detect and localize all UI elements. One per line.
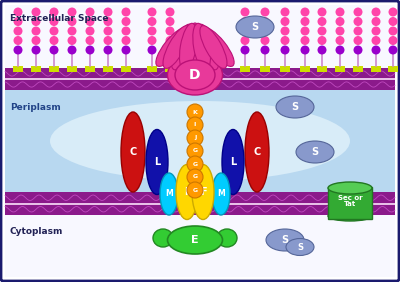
Bar [165, 66, 175, 72]
Text: Sec or
Tat: Sec or Tat [338, 195, 362, 208]
Circle shape [166, 8, 174, 17]
Circle shape [187, 104, 203, 120]
Ellipse shape [192, 164, 214, 219]
Ellipse shape [160, 173, 178, 215]
Circle shape [280, 27, 290, 36]
Ellipse shape [276, 96, 314, 118]
Ellipse shape [168, 55, 222, 95]
Bar [5, 78, 395, 80]
Circle shape [354, 17, 362, 26]
Text: I: I [194, 122, 196, 127]
Circle shape [300, 17, 310, 26]
Circle shape [50, 45, 58, 54]
Ellipse shape [328, 182, 372, 194]
Circle shape [240, 8, 250, 17]
Ellipse shape [328, 211, 372, 221]
Circle shape [14, 8, 22, 17]
Circle shape [187, 156, 203, 172]
Text: G: G [192, 162, 198, 166]
Circle shape [148, 8, 156, 17]
Circle shape [372, 17, 380, 26]
Bar [335, 66, 345, 72]
Text: S: S [297, 243, 303, 252]
Circle shape [318, 27, 326, 36]
Circle shape [148, 36, 156, 45]
Text: F: F [184, 187, 190, 197]
Text: M: M [217, 190, 225, 199]
Circle shape [318, 36, 326, 45]
Text: L: L [230, 157, 236, 167]
Circle shape [32, 36, 40, 45]
Circle shape [32, 27, 40, 36]
Ellipse shape [193, 23, 210, 71]
Circle shape [166, 36, 174, 45]
Ellipse shape [296, 141, 334, 163]
Circle shape [148, 17, 156, 26]
Text: S: S [282, 235, 288, 245]
Circle shape [260, 17, 270, 26]
Ellipse shape [197, 24, 219, 70]
Circle shape [50, 17, 58, 26]
Bar [328, 187, 372, 219]
Bar [13, 66, 23, 72]
Ellipse shape [153, 229, 173, 247]
Circle shape [122, 27, 130, 36]
Ellipse shape [180, 23, 197, 71]
Circle shape [86, 45, 94, 54]
Text: J: J [194, 135, 196, 140]
Ellipse shape [175, 60, 215, 90]
Circle shape [354, 45, 362, 54]
Circle shape [68, 36, 76, 45]
Bar [85, 66, 95, 72]
Circle shape [122, 8, 130, 17]
Circle shape [68, 8, 76, 17]
Circle shape [388, 36, 398, 45]
Circle shape [86, 17, 94, 26]
Ellipse shape [236, 16, 274, 38]
Circle shape [260, 8, 270, 17]
Circle shape [104, 45, 112, 54]
Text: S: S [292, 102, 298, 112]
Bar [353, 66, 363, 72]
Ellipse shape [222, 129, 244, 195]
Circle shape [104, 27, 112, 36]
Text: D: D [189, 68, 201, 82]
Ellipse shape [245, 112, 269, 192]
Circle shape [336, 45, 344, 54]
Ellipse shape [163, 26, 190, 68]
Circle shape [318, 45, 326, 54]
Bar [5, 192, 395, 215]
Circle shape [372, 36, 380, 45]
Circle shape [240, 45, 250, 54]
Circle shape [32, 45, 40, 54]
Circle shape [240, 36, 250, 45]
Ellipse shape [50, 101, 350, 181]
Circle shape [122, 17, 130, 26]
Bar [67, 66, 77, 72]
Bar [49, 66, 59, 72]
Text: F: F [200, 187, 206, 197]
Bar [5, 215, 395, 277]
Bar [280, 66, 290, 72]
Circle shape [260, 45, 270, 54]
Circle shape [14, 17, 22, 26]
Circle shape [166, 17, 174, 26]
Circle shape [122, 36, 130, 45]
Ellipse shape [202, 28, 234, 67]
Circle shape [280, 45, 290, 54]
Circle shape [166, 45, 174, 54]
Circle shape [318, 17, 326, 26]
Bar [5, 68, 395, 90]
Circle shape [388, 17, 398, 26]
Text: M: M [165, 190, 173, 199]
Circle shape [372, 27, 380, 36]
Circle shape [104, 17, 112, 26]
Circle shape [32, 8, 40, 17]
Circle shape [336, 8, 344, 17]
Bar [121, 66, 131, 72]
Text: S: S [312, 147, 318, 157]
Text: C: C [129, 147, 137, 157]
Circle shape [187, 182, 203, 198]
Circle shape [148, 27, 156, 36]
